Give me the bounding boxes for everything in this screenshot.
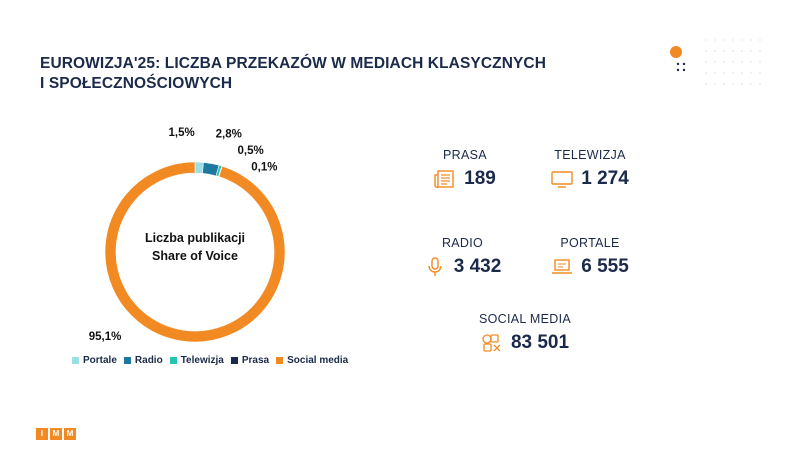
center-label-line-2: Share of Voice	[152, 249, 238, 263]
newspaper-icon	[434, 170, 454, 188]
stat-radio-label: RADIO	[441, 236, 484, 250]
legend-label: Portale	[83, 355, 117, 366]
legend-label: Telewizja	[180, 355, 224, 366]
decorative-dot	[732, 50, 734, 52]
legend-swatch	[72, 357, 79, 364]
decorative-dot	[759, 72, 761, 74]
decorative-dot	[714, 83, 716, 85]
donut-label-radio: 2,8%	[216, 129, 242, 141]
decorative-dot	[741, 83, 743, 85]
stat-portale-value: 6 555	[581, 256, 629, 277]
decorative-dot	[759, 39, 761, 41]
decorative-dot	[705, 50, 707, 52]
decorative-dot	[723, 61, 725, 63]
decorative-dot	[750, 39, 752, 41]
decorative-dot	[741, 50, 743, 52]
decorative-dot	[723, 39, 725, 41]
donut-label-prasa: 0,1%	[251, 162, 277, 174]
stat-portale-label: PORTALE	[560, 236, 620, 250]
donut-label-telewizja: 0,5%	[238, 145, 264, 157]
legend-swatch	[276, 357, 284, 364]
legend-item: Prasa	[230, 355, 270, 366]
legend-item: Portale	[72, 355, 117, 366]
decorative-dot	[732, 72, 734, 74]
social-media-icon	[482, 334, 501, 352]
decorative-dot	[741, 39, 743, 41]
stat-social-value: 83 501	[510, 332, 570, 353]
decorative-dot-grid-icon	[705, 39, 761, 85]
legend-swatch	[230, 357, 238, 364]
donut-label-social-media: 95,1%	[89, 331, 122, 343]
decorative-dot	[759, 83, 761, 85]
decorative-dot	[741, 61, 743, 63]
legend-item: Radio	[123, 355, 163, 366]
donut-slice-portale	[194, 161, 204, 174]
decorative-dot	[714, 50, 716, 52]
logo-letter: M	[50, 428, 62, 440]
microphone-icon	[428, 257, 442, 276]
logo-letter: M	[64, 428, 76, 440]
page-title: EUROWIZJA'25: LICZBA PRZEKAZÓW W MEDIACH…	[40, 54, 640, 94]
decorative-dot	[750, 72, 752, 74]
tv-icon	[551, 171, 573, 188]
stat-social: SOCIAL MEDIA 83 501	[465, 312, 585, 354]
decorative-dot	[714, 72, 716, 74]
stat-prasa-value: 189	[464, 168, 496, 189]
decorative-dot	[723, 50, 725, 52]
decorative-dot	[714, 39, 716, 41]
stat-telewizja: TELEWIZJA 1 274	[540, 148, 640, 190]
legend-label: Social media	[287, 355, 349, 366]
decorative-dot	[705, 83, 707, 85]
decorative-dot	[750, 83, 752, 85]
chart-legend: Portale Radio Telewizja Prasa Social media	[72, 355, 355, 366]
decorative-dot	[705, 72, 707, 74]
stat-radio-value: 3 432	[453, 256, 502, 277]
decorative-dot	[705, 39, 707, 41]
donut-label-portale: 1,5%	[169, 127, 195, 139]
donut-slice-social-media	[104, 161, 286, 343]
decorative-dot	[714, 61, 716, 63]
legend-item: Telewizja	[169, 355, 224, 366]
legend-swatch	[169, 357, 177, 364]
decorative-dot	[723, 83, 725, 85]
logo-letter: I	[36, 428, 48, 440]
legend-item: Social media	[276, 355, 348, 366]
legend-swatch	[123, 357, 131, 364]
stat-social-label: SOCIAL MEDIA	[478, 312, 572, 326]
decorative-dot	[759, 61, 761, 63]
decorative-dot	[732, 39, 734, 41]
decorative-dot	[732, 61, 734, 63]
decorative-dot	[723, 72, 725, 74]
decorative-dot	[759, 50, 761, 52]
legend-label: Radio	[134, 355, 163, 366]
stat-portale: PORTALE 6 555	[540, 236, 640, 278]
imm-logo: I M M	[36, 428, 78, 440]
decorative-dot	[750, 50, 752, 52]
decorative-dot	[750, 61, 752, 63]
decorative-dot	[732, 83, 734, 85]
decorative-dots-icon	[670, 46, 686, 72]
stat-radio: RADIO 3 432	[415, 236, 510, 278]
laptop-icon	[552, 259, 573, 274]
center-label-line-1: Liczba publikacji	[144, 231, 246, 245]
decorative-dot	[741, 72, 743, 74]
title-line-1: EUROWIZJA'25: LICZBA PRZEKAZÓW W MEDIACH…	[40, 55, 547, 72]
legend-label: Prasa	[241, 355, 270, 366]
stat-prasa: PRASA 189	[420, 148, 510, 190]
donut-center-label: Liczba publikacji Share of Voice	[120, 229, 270, 265]
title-line-2: I SPOŁECZNOŚCIOWYCH	[40, 75, 233, 92]
stat-prasa-label: PRASA	[443, 148, 487, 162]
stat-telewizja-value: 1 274	[581, 168, 629, 189]
decorative-dot	[705, 61, 707, 63]
donut-chart: 1,5% 2,8% 0,5% 0,1% 95,1%	[89, 127, 286, 343]
stat-telewizja-label: TELEWIZJA	[554, 148, 626, 162]
